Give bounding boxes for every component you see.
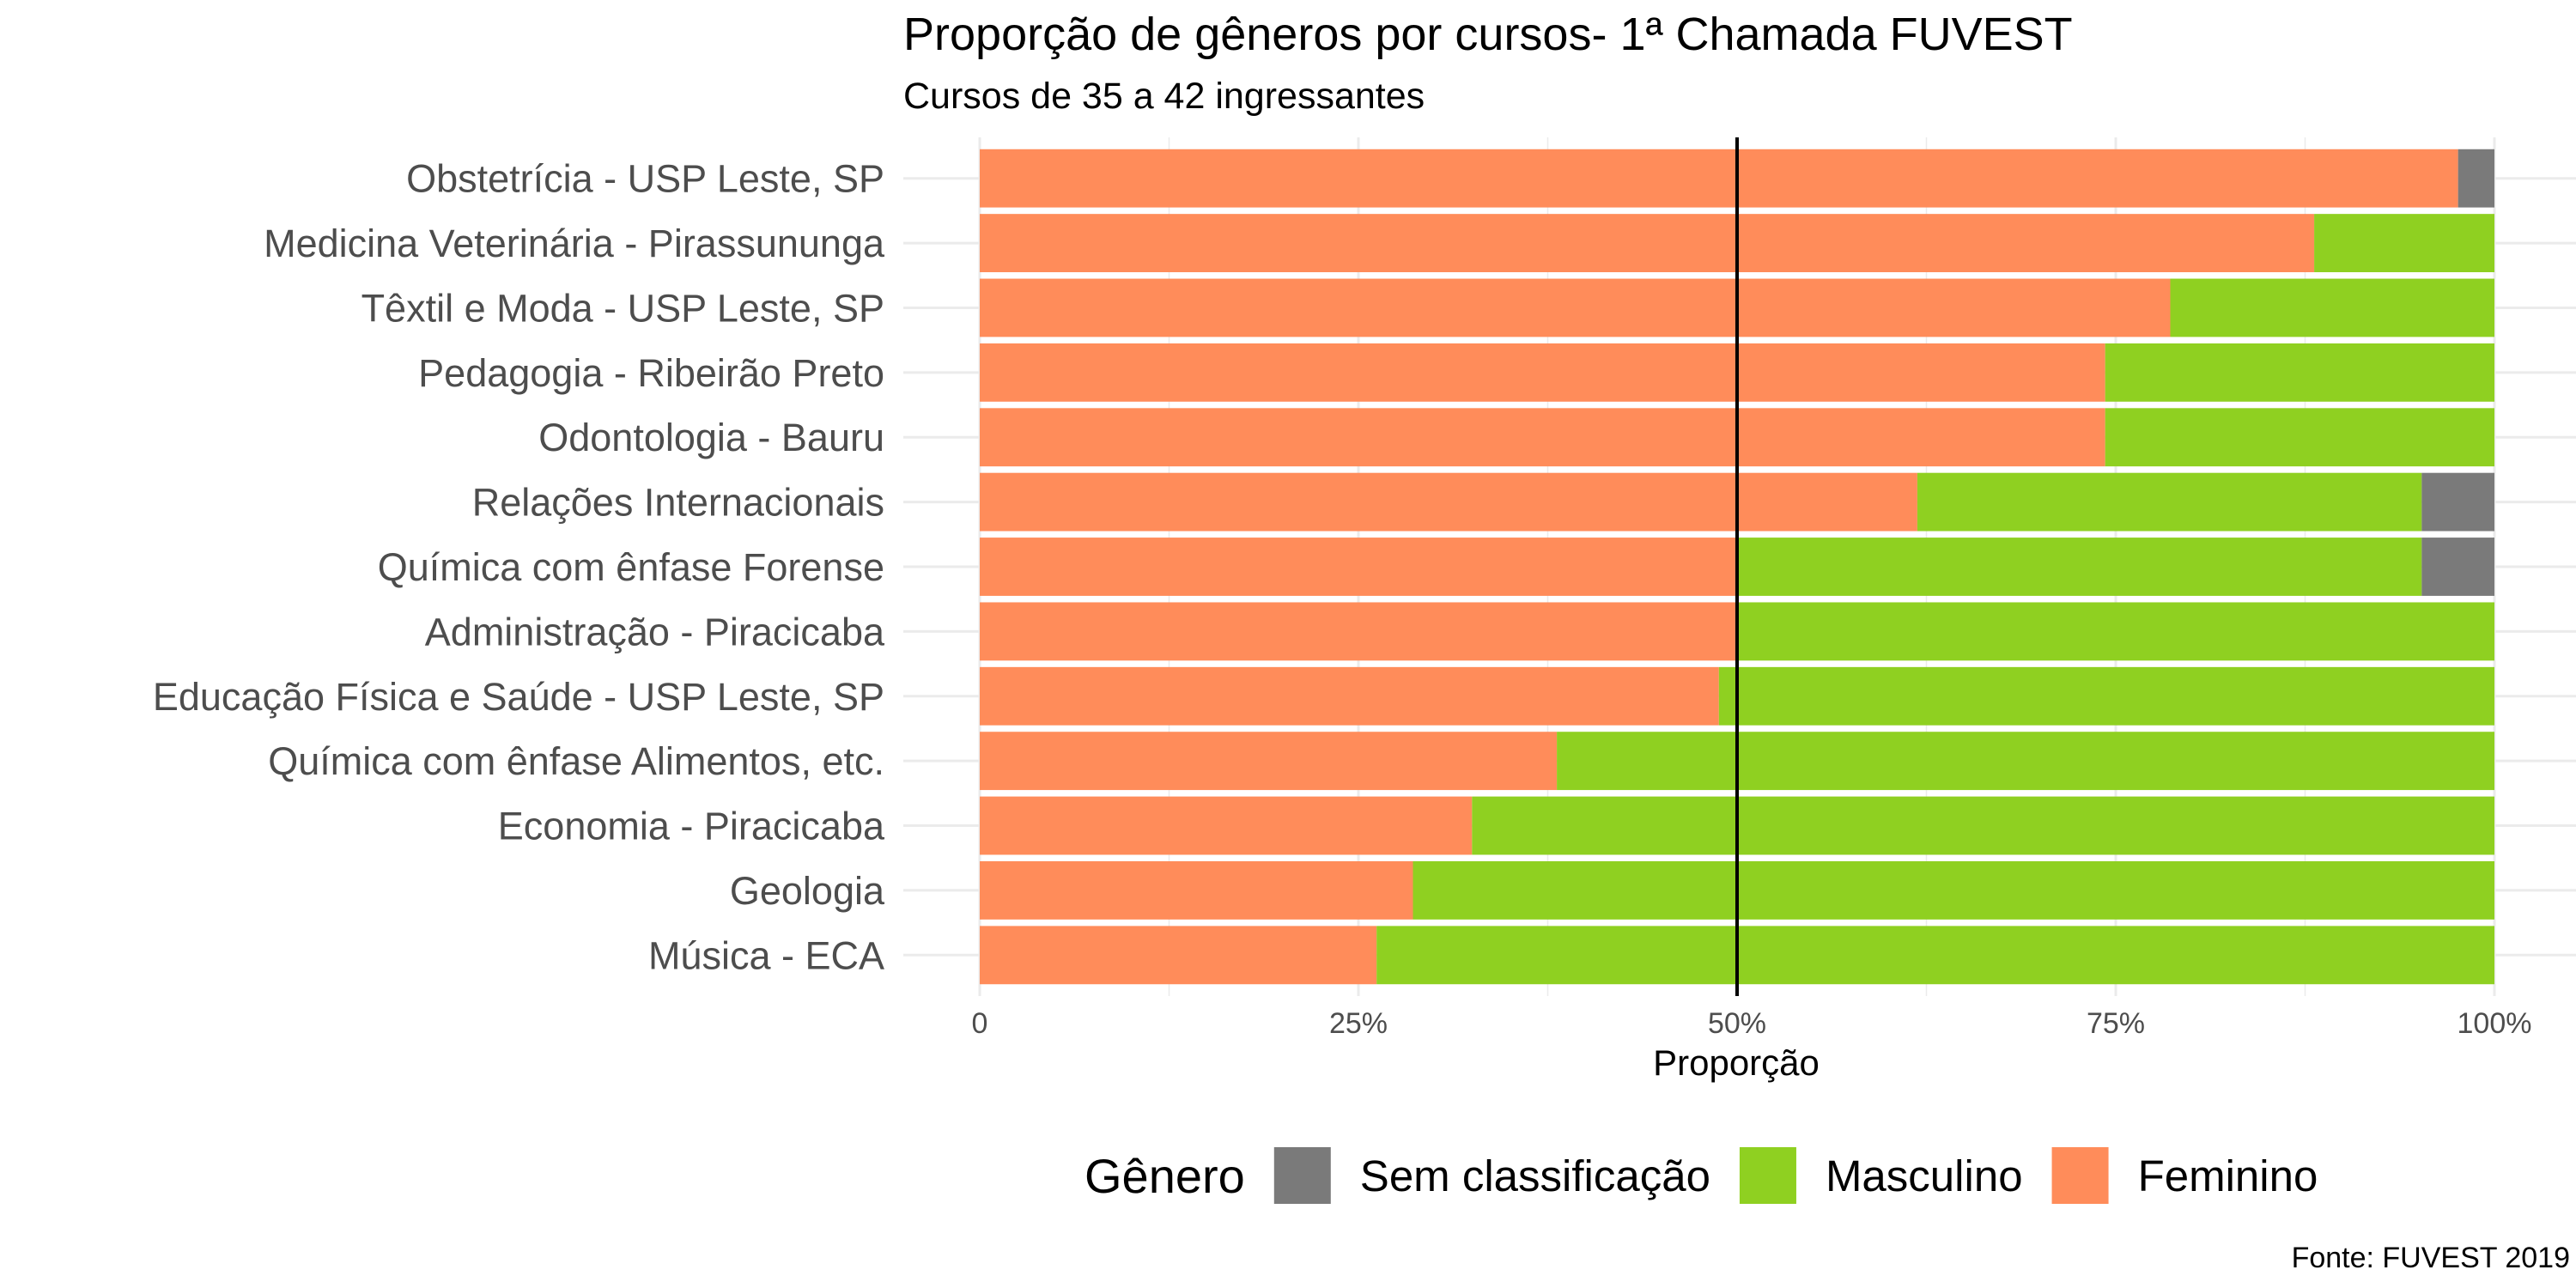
bars (980, 149, 2494, 985)
x-tick-labels: 0 25% 50% 75% 100% (972, 1007, 2532, 1040)
bar-masculino (2314, 214, 2494, 272)
chart-subtitle: Cursos de 35 a 42 ingressantes (903, 76, 1425, 117)
bar-masculino (2105, 343, 2494, 402)
bar-masculino (1376, 926, 2494, 985)
y-tick-label: Relações Internacionais (472, 481, 884, 525)
bar-sem-classifica-o (2458, 149, 2494, 208)
bar-feminino (980, 472, 1917, 532)
y-tick-label: Química com ênfase Forense (378, 545, 884, 589)
bar-masculino (1472, 796, 2494, 855)
bar-feminino (980, 408, 2105, 467)
bar-masculino (1413, 861, 2494, 920)
legend-key (1273, 1147, 1331, 1204)
x-tick-label: 25% (1329, 1007, 1388, 1040)
legend-label: Sem classificação (1360, 1151, 1710, 1200)
bar-feminino (980, 796, 1473, 855)
bar-feminino (980, 732, 1558, 791)
x-tick-label: 75% (2087, 1007, 2145, 1040)
bar-feminino (980, 149, 2458, 208)
legend: Gênero Sem classificação Masculino Feminin… (1084, 1147, 2318, 1204)
y-tick-label: Medicina Veterinária - Pirassununga (264, 222, 885, 265)
bar-feminino (980, 214, 2315, 272)
x-tick-label: 50% (1708, 1007, 1766, 1040)
bar-feminino (980, 861, 1413, 920)
bar-sem-classifica-o (2421, 472, 2494, 532)
chart-title: Proporção de gêneros por cursos- 1ª Cham… (903, 9, 2073, 60)
bar-feminino (980, 343, 2105, 402)
bar-masculino (2170, 278, 2494, 337)
bar-masculino (1737, 538, 2422, 596)
y-tick-label: Economia - Piracicaba (498, 805, 885, 848)
bar-masculino (1557, 732, 2494, 791)
y-tick-label: Música - ECA (648, 933, 884, 977)
legend-label: Feminino (2138, 1151, 2318, 1200)
y-tick-label: Pedagogia - Ribeirão Preto (418, 351, 884, 395)
y-tick-label: Química com ênfase Alimentos, etc. (268, 739, 884, 783)
caption: Fonte: FUVEST 2019 (2292, 1242, 2570, 1274)
y-tick-label: Geologia (730, 869, 885, 913)
y-tick-label: Têxtil e Moda - USP Leste, SP (361, 286, 884, 330)
bar-masculino (1917, 472, 2422, 532)
bar-feminino (980, 538, 1737, 596)
x-tick-label: 100% (2458, 1007, 2532, 1040)
y-tick-labels: Obstetrícia - USP Leste, SP Medicina Vete… (153, 157, 885, 978)
legend-label: Masculino (1826, 1151, 2023, 1200)
x-axis-label: Proporção (1653, 1042, 1820, 1083)
x-tick-label: 0 (972, 1007, 988, 1040)
y-tick-label: Administração - Piracicaba (425, 610, 885, 653)
y-tick-label: Odontologia - Bauru (538, 416, 884, 459)
bar-feminino (980, 926, 1377, 985)
bar-sem-classifica-o (2421, 538, 2494, 596)
legend-title: Gênero (1084, 1149, 1245, 1203)
bar-feminino (980, 602, 1737, 661)
y-tick-label: Obstetrícia - USP Leste, SP (406, 157, 884, 201)
bar-masculino (1737, 602, 2494, 661)
bar-masculino (2105, 408, 2494, 467)
legend-key (1739, 1147, 1796, 1204)
bar-feminino (980, 278, 2171, 337)
bar-masculino (1718, 666, 2494, 726)
y-tick-label: Educação Física e Saúde - USP Leste, SP (153, 675, 884, 719)
bar-feminino (980, 666, 1719, 726)
legend-key (2051, 1147, 2109, 1204)
